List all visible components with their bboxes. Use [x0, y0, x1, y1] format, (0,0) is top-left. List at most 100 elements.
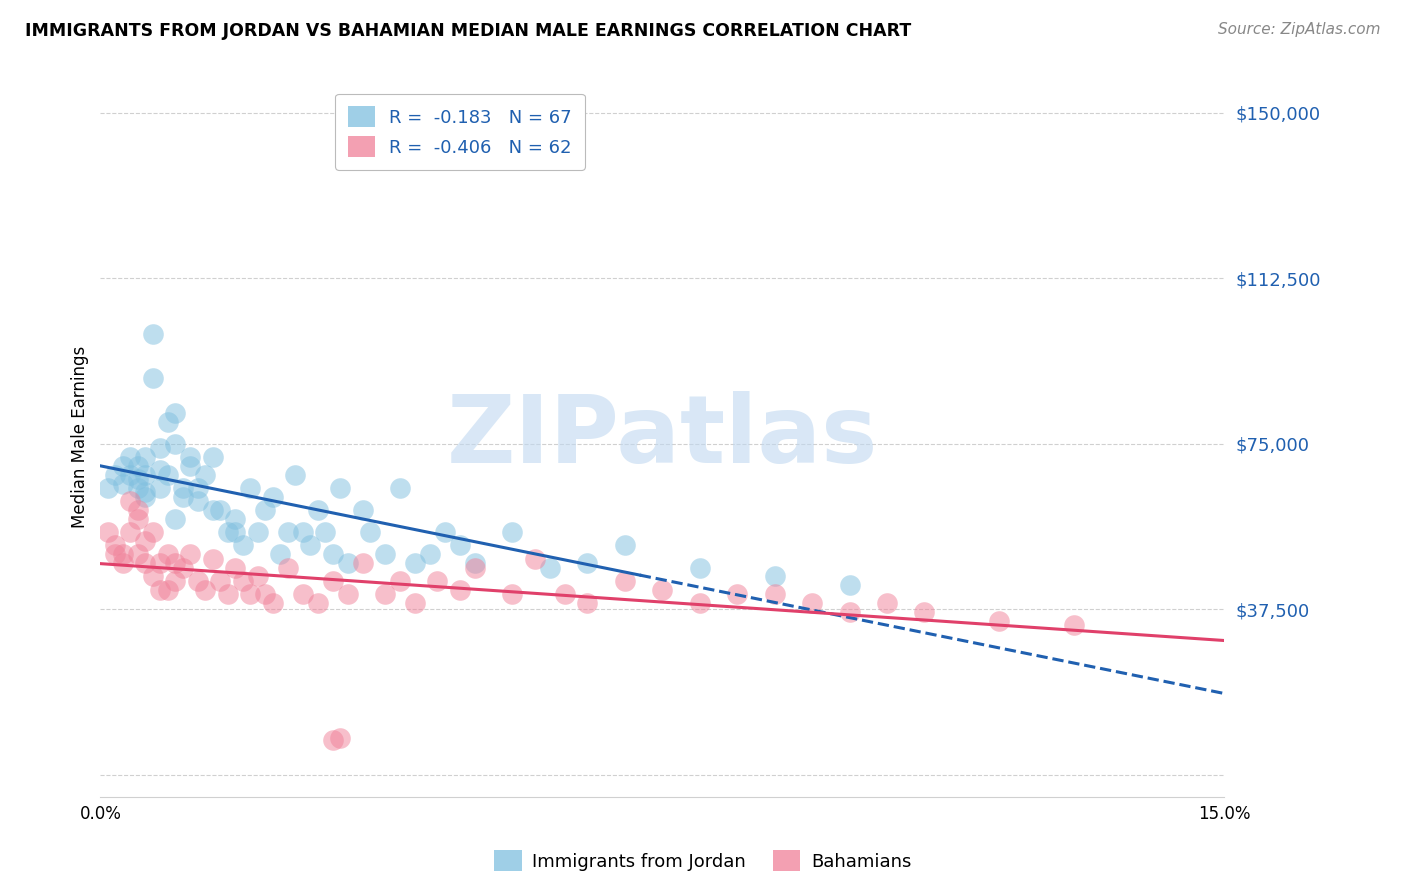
- Point: [172, 490, 194, 504]
- Point: [277, 560, 299, 574]
- Point: [838, 578, 860, 592]
- Point: [209, 503, 232, 517]
- Point: [209, 574, 232, 588]
- Point: [689, 596, 711, 610]
- Point: [912, 605, 935, 619]
- Point: [239, 481, 262, 495]
- Point: [179, 547, 201, 561]
- Point: [576, 556, 599, 570]
- Point: [1063, 618, 1085, 632]
- Text: IMMIGRANTS FROM JORDAN VS BAHAMIAN MEDIAN MALE EARNINGS CORRELATION CHART: IMMIGRANTS FROM JORDAN VS BAHAMIAN MEDIA…: [25, 22, 911, 40]
- Point: [613, 574, 636, 588]
- Point: [194, 467, 217, 482]
- Point: [217, 525, 239, 540]
- Point: [538, 560, 561, 574]
- Point: [127, 458, 149, 473]
- Point: [307, 503, 329, 517]
- Point: [433, 525, 456, 540]
- Point: [156, 415, 179, 429]
- Point: [246, 569, 269, 583]
- Point: [134, 556, 156, 570]
- Point: [187, 574, 209, 588]
- Point: [111, 476, 134, 491]
- Point: [291, 525, 314, 540]
- Point: [464, 560, 486, 574]
- Point: [576, 596, 599, 610]
- Point: [187, 494, 209, 508]
- Point: [763, 587, 786, 601]
- Point: [127, 481, 149, 495]
- Point: [179, 458, 201, 473]
- Point: [104, 467, 127, 482]
- Point: [194, 582, 217, 597]
- Point: [329, 731, 352, 745]
- Point: [725, 587, 748, 601]
- Point: [224, 525, 246, 540]
- Point: [389, 481, 412, 495]
- Point: [554, 587, 576, 601]
- Point: [156, 467, 179, 482]
- Point: [142, 326, 165, 341]
- Point: [246, 525, 269, 540]
- Point: [689, 560, 711, 574]
- Point: [201, 503, 224, 517]
- Point: [172, 560, 194, 574]
- Point: [232, 539, 254, 553]
- Point: [127, 512, 149, 526]
- Point: [179, 450, 201, 465]
- Point: [239, 587, 262, 601]
- Point: [419, 547, 441, 561]
- Point: [127, 503, 149, 517]
- Point: [404, 596, 426, 610]
- Point: [134, 490, 156, 504]
- Point: [307, 596, 329, 610]
- Point: [104, 539, 127, 553]
- Point: [336, 556, 359, 570]
- Point: [104, 547, 127, 561]
- Point: [165, 574, 187, 588]
- Point: [201, 551, 224, 566]
- Point: [613, 539, 636, 553]
- Point: [314, 525, 336, 540]
- Point: [134, 485, 156, 500]
- Point: [134, 534, 156, 549]
- Point: [149, 582, 172, 597]
- Point: [127, 472, 149, 486]
- Point: [449, 582, 471, 597]
- Point: [217, 587, 239, 601]
- Point: [426, 574, 449, 588]
- Point: [224, 560, 246, 574]
- Point: [359, 525, 381, 540]
- Point: [374, 547, 396, 561]
- Legend: Immigrants from Jordan, Bahamians: Immigrants from Jordan, Bahamians: [488, 843, 918, 879]
- Point: [284, 467, 307, 482]
- Point: [165, 556, 187, 570]
- Point: [142, 370, 165, 384]
- Point: [988, 614, 1011, 628]
- Point: [763, 569, 786, 583]
- Point: [336, 587, 359, 601]
- Point: [838, 605, 860, 619]
- Point: [120, 525, 142, 540]
- Point: [165, 512, 187, 526]
- Point: [224, 512, 246, 526]
- Legend: R =  -0.183   N = 67, R =  -0.406   N = 62: R = -0.183 N = 67, R = -0.406 N = 62: [335, 94, 585, 169]
- Point: [523, 551, 546, 566]
- Point: [322, 547, 344, 561]
- Point: [374, 587, 396, 601]
- Point: [449, 539, 471, 553]
- Point: [156, 582, 179, 597]
- Y-axis label: Median Male Earnings: Median Male Earnings: [72, 346, 89, 528]
- Text: Source: ZipAtlas.com: Source: ZipAtlas.com: [1218, 22, 1381, 37]
- Point: [254, 503, 277, 517]
- Point: [120, 467, 142, 482]
- Point: [404, 556, 426, 570]
- Point: [651, 582, 673, 597]
- Point: [389, 574, 412, 588]
- Point: [142, 569, 165, 583]
- Point: [254, 587, 277, 601]
- Point: [111, 547, 134, 561]
- Point: [142, 525, 165, 540]
- Point: [120, 494, 142, 508]
- Point: [156, 547, 179, 561]
